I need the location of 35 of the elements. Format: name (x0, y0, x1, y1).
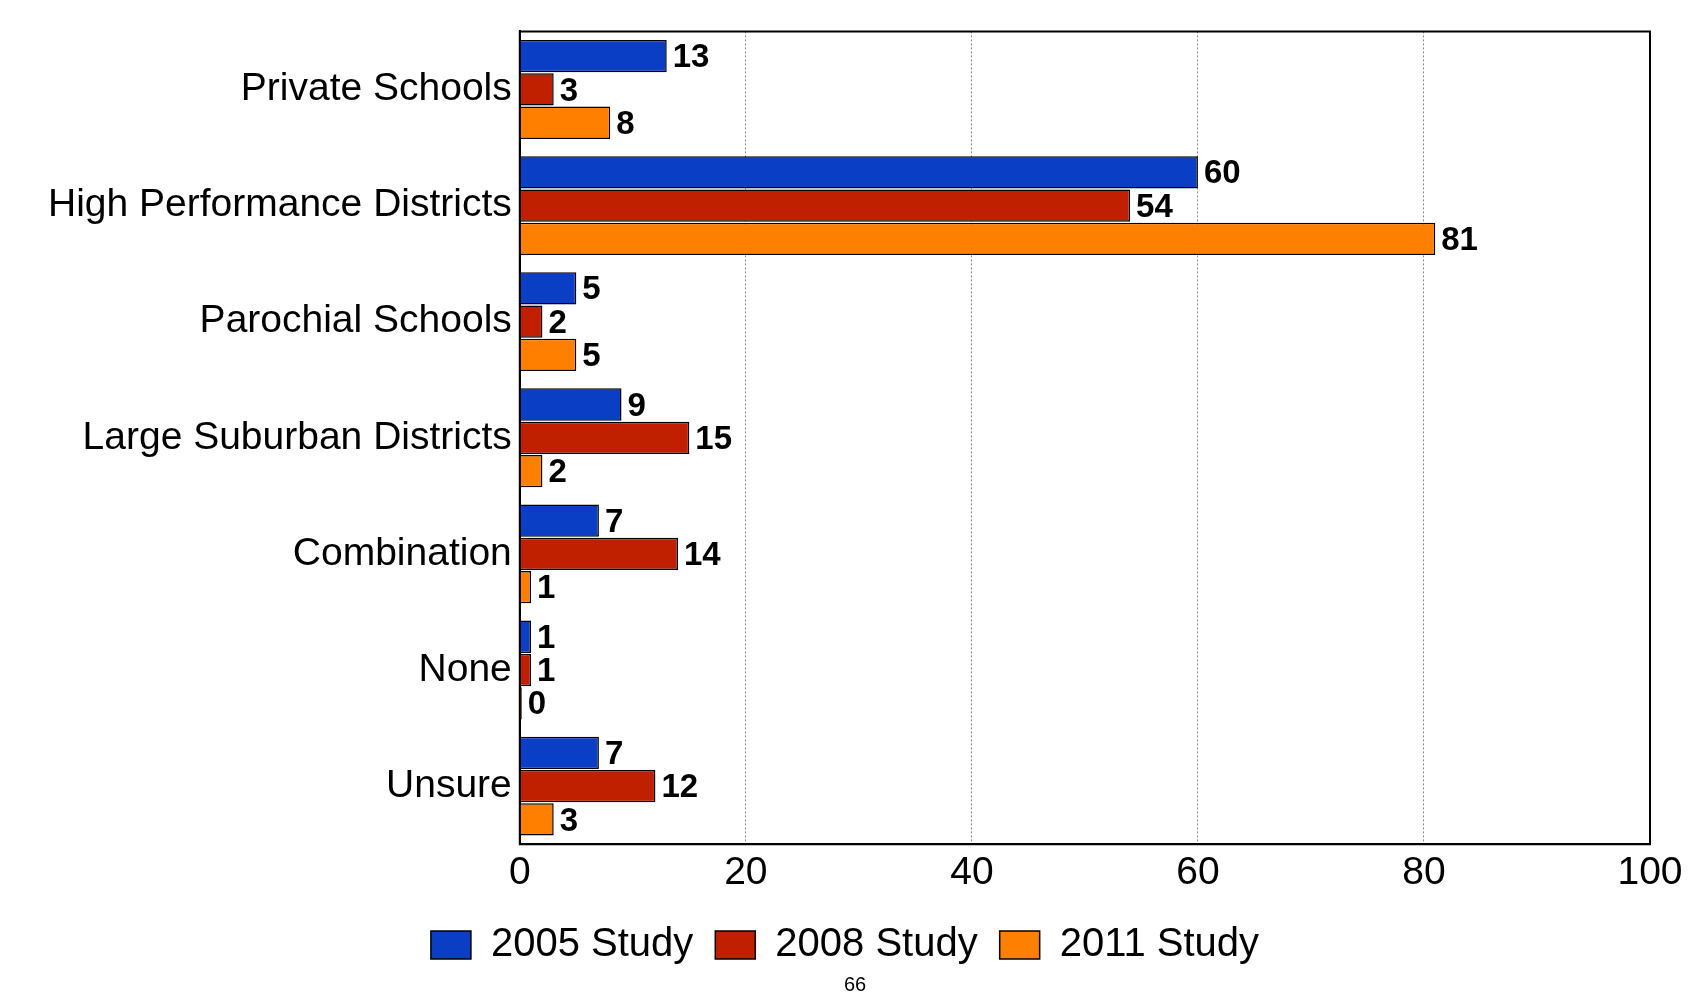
data-label: 8 (616, 103, 635, 141)
data-label: 9 (627, 385, 646, 423)
data-label: 2 (548, 452, 567, 490)
data-label: 60 (1203, 153, 1241, 191)
x-tick-label: 40 (950, 849, 994, 893)
x-tick-label: 100 (1617, 849, 1683, 893)
y-tick-label: None (418, 645, 512, 689)
data-label: 15 (695, 418, 733, 456)
data-label: 7 (604, 501, 624, 539)
data-label: 5 (582, 269, 601, 307)
x-tick-label: 60 (1176, 849, 1220, 893)
data-label: 5 (582, 336, 601, 374)
y-tick-label: High Performance Districts (47, 181, 512, 225)
y-tick-label: Unsure (386, 761, 512, 805)
x-tick-label: 0 (508, 849, 531, 893)
x-tick-label: 20 (724, 849, 768, 893)
data-label: 12 (661, 767, 699, 805)
y-tick-label: Large Suburban Districts (82, 413, 512, 457)
text: 66 (843, 972, 867, 995)
legend-label: 2008 Study (775, 920, 978, 965)
data-label: 14 (684, 535, 722, 573)
data-label: 1 (537, 568, 556, 606)
data-label: 2 (548, 302, 567, 340)
y-tick-label: Private Schools (240, 65, 512, 109)
data-label: 54 (1136, 186, 1174, 224)
y-tick-label: Combination (292, 529, 512, 573)
data-label: 81 (1441, 219, 1478, 257)
y-tick-label: Parochial Schools (199, 297, 512, 341)
legend-label: 2011 Study (1059, 920, 1260, 965)
legend-label: 2005 Study (490, 920, 694, 965)
data-label: 7 (604, 733, 624, 771)
data-label: 3 (559, 70, 579, 108)
x-tick-label: 80 (1402, 849, 1446, 893)
data-label: 13 (672, 37, 710, 75)
data-label: 3 (559, 800, 579, 838)
